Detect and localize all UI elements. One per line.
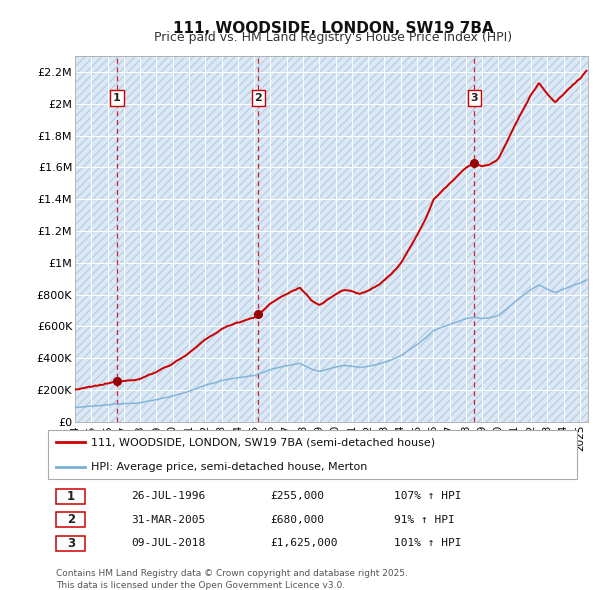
Text: 2: 2	[254, 93, 262, 103]
Text: 2: 2	[67, 513, 75, 526]
Text: Contains HM Land Registry data © Crown copyright and database right 2025.
This d: Contains HM Land Registry data © Crown c…	[56, 569, 407, 589]
Text: 31-MAR-2005: 31-MAR-2005	[131, 514, 205, 525]
Text: 111, WOODSIDE, LONDON, SW19 7BA (semi-detached house): 111, WOODSIDE, LONDON, SW19 7BA (semi-de…	[91, 437, 435, 447]
FancyBboxPatch shape	[56, 489, 85, 504]
FancyBboxPatch shape	[47, 430, 577, 478]
Text: 1: 1	[67, 490, 75, 503]
Text: 09-JUL-2018: 09-JUL-2018	[131, 538, 205, 548]
Text: 3: 3	[67, 537, 75, 550]
Text: £1,625,000: £1,625,000	[271, 538, 338, 548]
Text: 1: 1	[113, 93, 121, 103]
Text: Price paid vs. HM Land Registry's House Price Index (HPI): Price paid vs. HM Land Registry's House …	[154, 31, 512, 44]
Text: 101% ↑ HPI: 101% ↑ HPI	[394, 538, 461, 548]
Text: 111, WOODSIDE, LONDON, SW19 7BA: 111, WOODSIDE, LONDON, SW19 7BA	[173, 21, 493, 35]
Text: 26-JUL-1996: 26-JUL-1996	[131, 491, 205, 501]
Text: 91% ↑ HPI: 91% ↑ HPI	[394, 514, 455, 525]
FancyBboxPatch shape	[56, 512, 85, 527]
Text: £255,000: £255,000	[271, 491, 325, 501]
Text: HPI: Average price, semi-detached house, Merton: HPI: Average price, semi-detached house,…	[91, 461, 367, 471]
FancyBboxPatch shape	[56, 536, 85, 551]
Text: £680,000: £680,000	[271, 514, 325, 525]
Text: 3: 3	[470, 93, 478, 103]
Text: 107% ↑ HPI: 107% ↑ HPI	[394, 491, 461, 501]
